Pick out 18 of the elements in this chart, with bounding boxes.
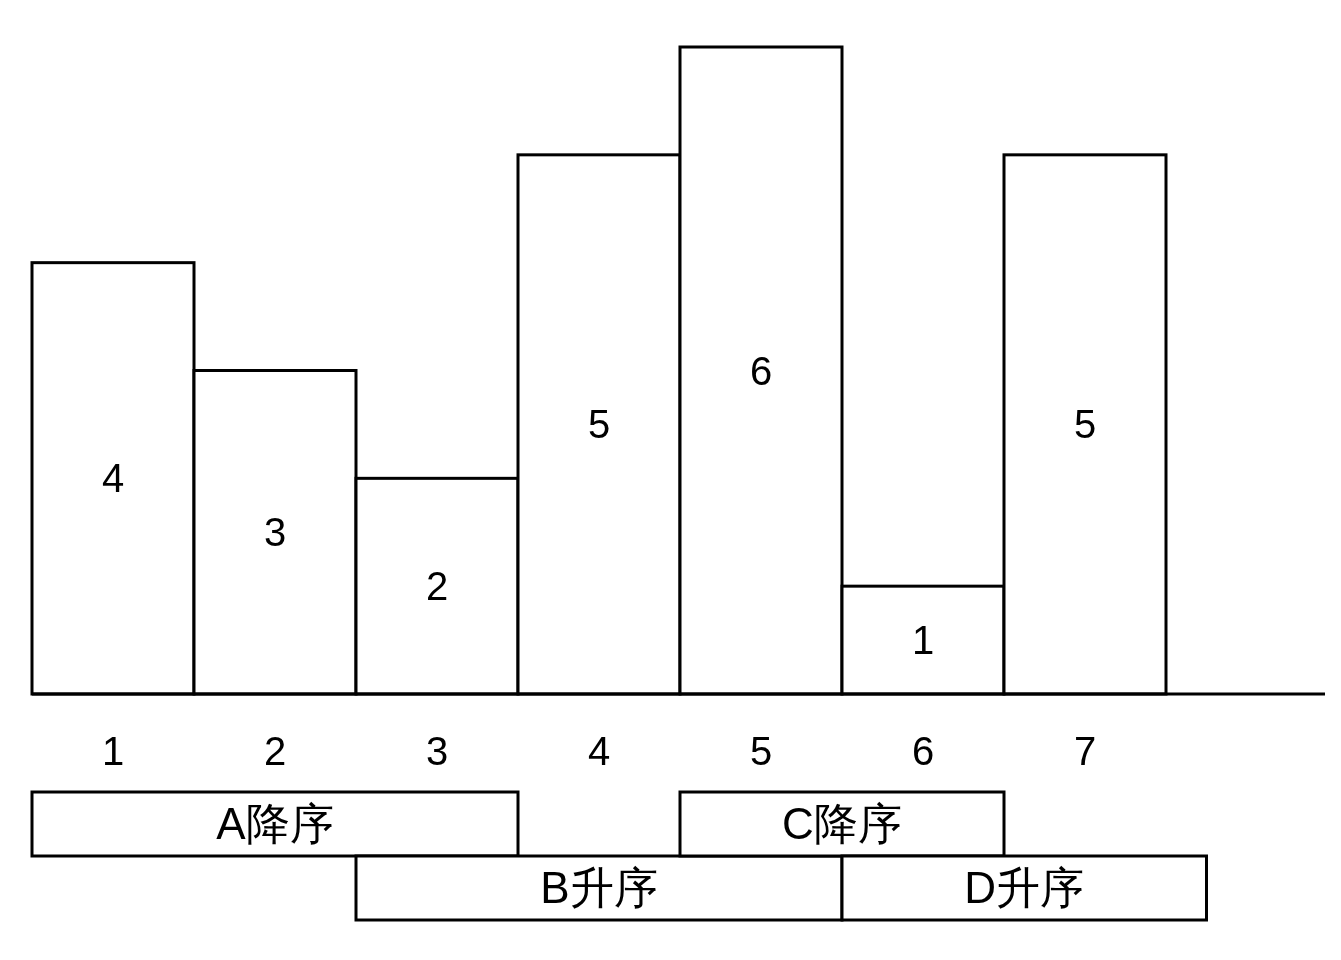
data-label: 1 [911,618,935,663]
data-label: 3 [263,510,287,555]
x-tick-label: 6 [911,729,935,773]
x-tick-label: 1 [101,729,125,773]
data-label: 2 [425,564,449,609]
x-tick-label: 5 [749,729,773,773]
text: A降序 [216,799,334,848]
x-tick-label: 2 [263,729,287,773]
x-tick-label: 4 [587,729,611,773]
text: C降序 [782,799,902,848]
data-label: 5 [587,402,611,447]
x-tick-label: 3 [425,729,449,773]
data-label: 6 [749,348,773,393]
x-tick-label: 7 [1073,729,1097,773]
data-label: 5 [1073,402,1097,447]
text: B升序 [540,863,658,912]
data-label: 4 [101,456,125,501]
text: D升序 [964,863,1085,912]
